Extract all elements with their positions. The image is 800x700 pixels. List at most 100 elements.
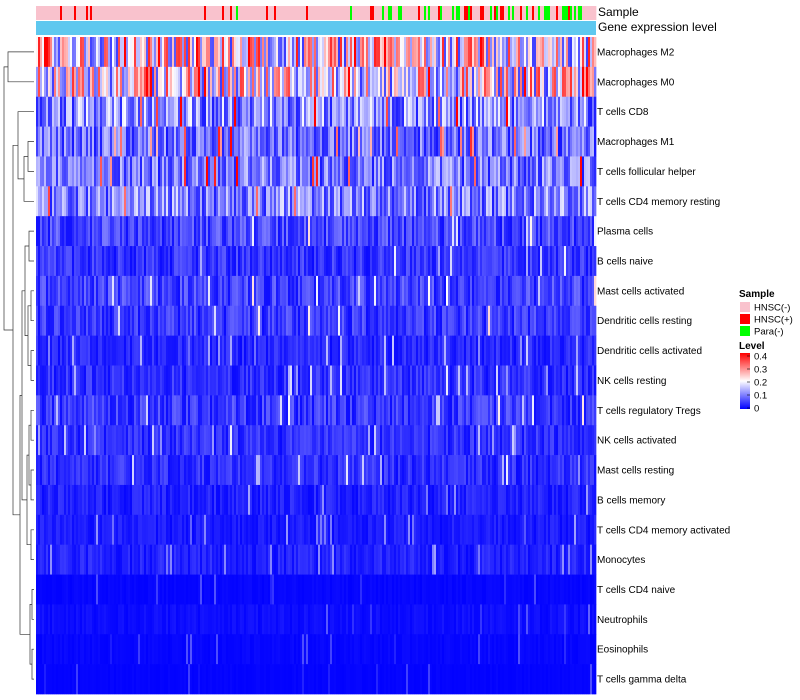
- heatmap-cell: [256, 186, 259, 217]
- heatmap-cell: [72, 156, 75, 187]
- heatmap-cell: [172, 126, 175, 157]
- heatmap-cell: [516, 484, 519, 516]
- heatmap-cell: [430, 395, 433, 426]
- heatmap-cell: [592, 305, 595, 336]
- heatmap-cell: [134, 96, 137, 127]
- heatmap-cell: [486, 395, 489, 426]
- heatmap-cell: [354, 484, 357, 516]
- heatmap-cell: [344, 156, 347, 187]
- heatmap-cell: [78, 455, 81, 486]
- heatmap-cell: [474, 126, 477, 157]
- heatmap-cell: [242, 514, 245, 546]
- heatmap-cell: [288, 425, 291, 456]
- heatmap-cell: [118, 156, 121, 187]
- heatmap-cell: [454, 365, 457, 396]
- heatmap-cell: [348, 335, 351, 366]
- heatmap-cell: [258, 186, 261, 217]
- heatmap-cell: [122, 216, 125, 247]
- heatmap-cell: [338, 305, 341, 336]
- heatmap-cell: [166, 395, 169, 426]
- heatmap-cell: [384, 246, 387, 277]
- heatmap-cell: [120, 66, 123, 98]
- heatmap-cell: [294, 66, 297, 98]
- sample-annotation-cell: [184, 6, 187, 20]
- heatmap-cell: [218, 335, 221, 366]
- heatmap-cell: [274, 96, 277, 127]
- heatmap-cell: [242, 216, 245, 247]
- heatmap-cell: [104, 126, 107, 157]
- heatmap-cell: [330, 66, 333, 98]
- heatmap-cell: [286, 514, 289, 546]
- heatmap-cell: [564, 425, 567, 456]
- heatmap-cell: [520, 395, 523, 426]
- dendrogram-branch: [7, 51, 34, 83]
- heatmap-cell: [64, 216, 67, 247]
- heatmap-cell: [522, 425, 525, 456]
- sample-annotation-cell: [310, 6, 313, 20]
- heatmap-cell: [552, 156, 555, 187]
- heatmap-cell: [306, 455, 309, 486]
- heatmap-cell: [124, 365, 127, 396]
- heatmap-cell: [362, 156, 365, 187]
- heatmap-cell: [526, 365, 529, 396]
- heatmap-cell: [386, 425, 389, 456]
- heatmap-cell: [568, 96, 571, 127]
- heatmap-cell: [480, 365, 483, 396]
- heatmap-cell: [242, 126, 245, 157]
- heatmap-cell: [298, 365, 301, 396]
- heatmap-cell: [500, 186, 503, 217]
- heatmap-cell: [82, 425, 85, 456]
- heatmap-cell: [54, 365, 57, 396]
- heatmap-cell: [140, 156, 143, 187]
- heatmap-cell: [410, 365, 413, 396]
- heatmap-cell: [154, 37, 157, 68]
- heatmap-cell: [496, 96, 499, 127]
- heatmap-cell: [92, 305, 95, 336]
- heatmap-cell: [72, 395, 75, 426]
- heatmap-cell: [566, 37, 569, 68]
- heatmap-cell: [144, 305, 147, 336]
- heatmap-cell: [466, 395, 469, 426]
- heatmap-cell: [102, 275, 105, 307]
- heatmap-cell: [160, 484, 163, 516]
- heatmap-cell: [388, 66, 391, 98]
- heatmap-cell: [514, 275, 517, 307]
- heatmap-cell: [236, 395, 239, 426]
- heatmap-cell: [214, 156, 217, 187]
- heatmap-cell: [244, 395, 247, 426]
- heatmap-cell: [74, 66, 77, 98]
- heatmap-cell: [384, 37, 387, 68]
- sample-annotation-cell: [554, 6, 557, 20]
- heatmap-cell: [140, 484, 143, 516]
- heatmap-cell: [110, 455, 113, 486]
- heatmap-cell: [174, 425, 177, 456]
- heatmap-cell: [94, 216, 97, 247]
- heatmap-cell: [90, 484, 93, 516]
- heatmap-cell: [136, 484, 139, 516]
- heatmap-cell: [198, 305, 201, 336]
- heatmap-cell: [288, 156, 291, 187]
- heatmap-cell: [550, 156, 553, 187]
- heatmap-cell: [200, 186, 203, 217]
- sample-annotation-cell: [270, 6, 273, 20]
- heatmap-cell: [184, 305, 187, 336]
- heatmap-cell: [250, 365, 253, 396]
- heatmap-cell: [326, 216, 329, 247]
- heatmap-cell: [216, 156, 219, 187]
- heatmap-cell: [418, 126, 421, 157]
- heatmap-cell: [62, 66, 65, 98]
- heatmap-cell: [138, 156, 141, 187]
- heatmap-cell: [354, 305, 357, 336]
- heatmap-cell: [42, 365, 45, 396]
- heatmap-cell: [200, 365, 203, 396]
- heatmap-cell: [178, 425, 181, 456]
- heatmap-cell: [286, 335, 289, 366]
- heatmap-cell: [64, 395, 67, 426]
- heatmap-cell: [312, 484, 315, 516]
- heatmap-cell: [586, 66, 589, 98]
- heatmap-cell: [548, 484, 551, 516]
- heatmap-cell: [488, 425, 491, 456]
- heatmap-cell: [592, 275, 595, 307]
- heatmap-cell: [218, 305, 221, 336]
- heatmap-cell: [208, 365, 211, 396]
